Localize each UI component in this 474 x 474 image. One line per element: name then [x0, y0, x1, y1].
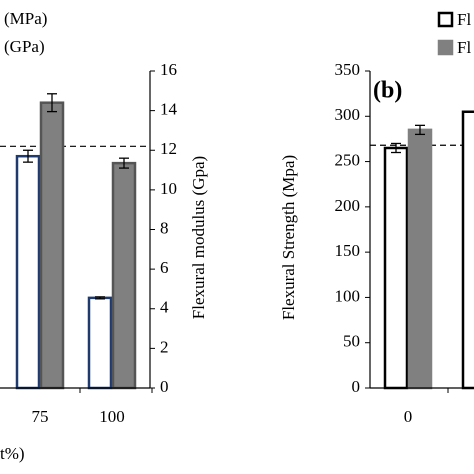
legend-label: (MPa) — [4, 9, 47, 28]
axis-label: Flexural modulus (Gpa) — [189, 156, 208, 319]
x-tick-label: 100 — [99, 407, 125, 426]
bar — [461, 110, 474, 390]
axis-label: Flexural Strength (Mpa) — [279, 155, 298, 320]
bar — [111, 161, 137, 390]
x-tick-label: 0 — [404, 407, 413, 426]
y-tick-label: 0 — [160, 377, 169, 396]
y-tick-label: 0 — [352, 377, 361, 396]
legend-swatch — [437, 11, 454, 28]
y-tick-label: 12 — [160, 139, 177, 158]
legend-label: Fl — [457, 10, 471, 29]
y-tick-label: 10 — [160, 179, 177, 198]
y-tick-label: 8 — [160, 218, 169, 237]
x-tick-label: 75 — [32, 407, 49, 426]
y-tick-label: 200 — [335, 196, 361, 215]
panel-label: (b) — [373, 78, 402, 104]
x-axis-label: t%) — [0, 444, 25, 463]
bar — [407, 128, 433, 390]
plot-area — [0, 93, 153, 393]
legend-swatch — [437, 39, 454, 56]
bar — [87, 296, 113, 390]
y-tick-label: 16 — [160, 60, 177, 79]
y-tick-label: 250 — [335, 150, 361, 169]
y-tick-label: 150 — [335, 241, 361, 260]
legend-label: Fl — [457, 38, 471, 57]
y-tick-label: 14 — [160, 100, 178, 119]
y-tick-label: 300 — [335, 105, 361, 124]
plot-area — [370, 110, 474, 393]
y-tick-label: 6 — [160, 258, 169, 277]
bar — [383, 146, 409, 390]
y-tick-label: 100 — [335, 286, 361, 305]
y-tick-label: 50 — [343, 332, 360, 351]
y-tick-label: 350 — [335, 60, 361, 79]
bar — [15, 154, 41, 390]
legend-label: (GPa) — [4, 37, 45, 56]
y-tick-label: 4 — [160, 298, 169, 317]
y-tick-label: 2 — [160, 337, 169, 356]
bar — [39, 101, 65, 390]
